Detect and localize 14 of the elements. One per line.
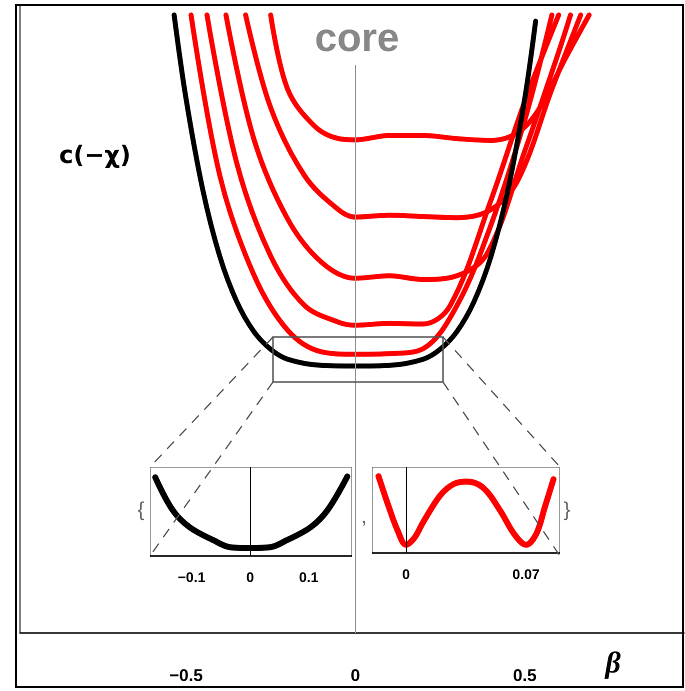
x-tick-label: −0.1 — [178, 569, 206, 585]
x-tick-label: 0 — [246, 569, 254, 585]
y-axis-title: c(−χ) — [59, 141, 131, 169]
x-tick-label: −0.5 — [169, 666, 203, 685]
x-tick-label: 0.1 — [298, 569, 319, 585]
chart-title: core — [314, 16, 400, 60]
x-tick-label: 0.07 — [512, 566, 540, 582]
x-tick-label: 0 — [350, 666, 360, 685]
annotation: } — [564, 499, 571, 521]
x-axis-title: β — [604, 646, 622, 680]
annotation: , — [361, 506, 367, 528]
x-tick-label: 0 — [402, 566, 410, 582]
x-tick-label: 0.5 — [512, 666, 537, 685]
annotation: { — [138, 499, 145, 521]
